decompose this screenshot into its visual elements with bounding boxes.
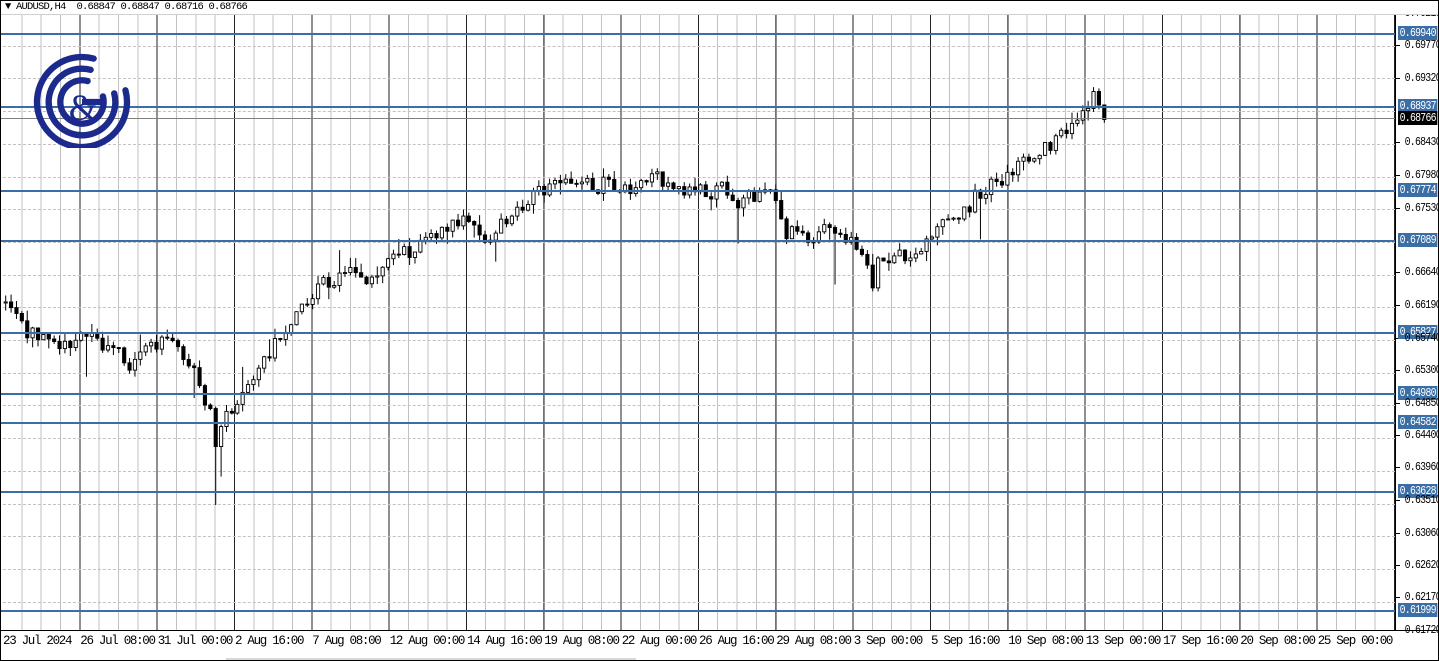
svg-text:&: &	[69, 87, 98, 128]
